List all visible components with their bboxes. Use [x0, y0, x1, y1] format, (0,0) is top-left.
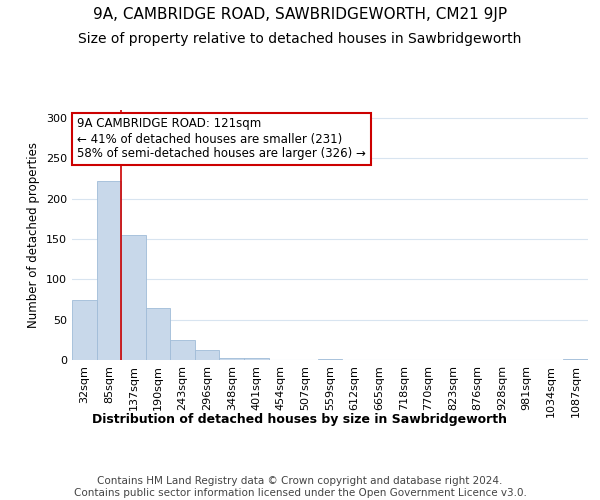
Bar — [72, 300, 97, 360]
Bar — [121, 235, 146, 360]
Bar — [563, 359, 588, 360]
Y-axis label: Number of detached properties: Number of detached properties — [28, 142, 40, 328]
Bar — [146, 308, 170, 360]
Bar — [318, 359, 342, 360]
Bar — [170, 340, 195, 360]
Text: Size of property relative to detached houses in Sawbridgeworth: Size of property relative to detached ho… — [79, 32, 521, 46]
Text: Distribution of detached houses by size in Sawbridgeworth: Distribution of detached houses by size … — [92, 412, 508, 426]
Text: Contains HM Land Registry data © Crown copyright and database right 2024.
Contai: Contains HM Land Registry data © Crown c… — [74, 476, 526, 498]
Bar — [195, 350, 220, 360]
Bar — [244, 358, 269, 360]
Text: 9A CAMBRIDGE ROAD: 121sqm
← 41% of detached houses are smaller (231)
58% of semi: 9A CAMBRIDGE ROAD: 121sqm ← 41% of detac… — [77, 118, 366, 160]
Text: 9A, CAMBRIDGE ROAD, SAWBRIDGEWORTH, CM21 9JP: 9A, CAMBRIDGE ROAD, SAWBRIDGEWORTH, CM21… — [93, 8, 507, 22]
Bar — [220, 358, 244, 360]
Bar — [97, 181, 121, 360]
